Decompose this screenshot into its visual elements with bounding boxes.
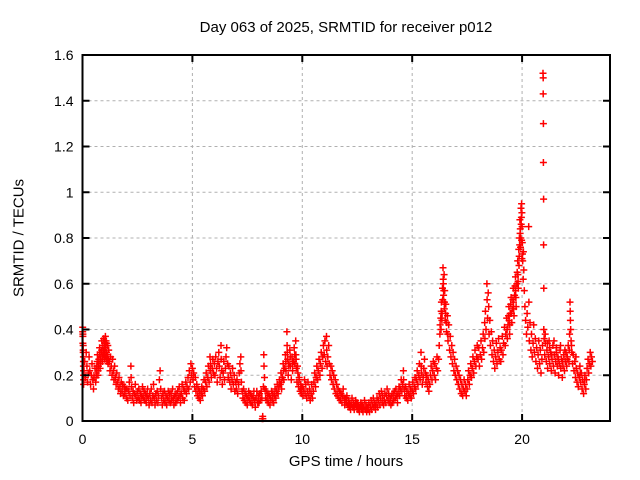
x-axis-label: GPS time / hours xyxy=(288,453,404,470)
data-points xyxy=(79,69,596,423)
x-tick-label: 20 xyxy=(514,431,530,447)
y-tick-label: 1.2 xyxy=(54,139,74,155)
y-tick-label: 0.2 xyxy=(54,367,74,383)
y-tick-label: 0 xyxy=(66,413,74,429)
y-tick-label: 0.8 xyxy=(54,230,74,246)
axes xyxy=(81,54,611,422)
y-tick-label: 1.4 xyxy=(54,93,74,109)
scatter-markers xyxy=(79,69,596,423)
tick-labels: 0 5 10 15 20 0 0.2 0.4 0.6 0.8 1 1.2 1.4 1.6 xyxy=(54,47,530,447)
x-tick-label: 10 xyxy=(295,431,311,447)
y-tick-label: 0.4 xyxy=(54,322,74,338)
x-tick-label: 0 xyxy=(79,431,87,447)
x-tick-label: 15 xyxy=(404,431,420,447)
y-tick-label: 0.6 xyxy=(54,276,74,292)
chart-title: Day 063 of 2025, SRMTID for receiver p01… xyxy=(199,19,493,36)
y-tick-label: 1 xyxy=(66,184,74,200)
gridlines xyxy=(82,55,610,421)
x-tick-label: 5 xyxy=(188,431,196,447)
y-tick-label: 1.6 xyxy=(54,47,74,63)
